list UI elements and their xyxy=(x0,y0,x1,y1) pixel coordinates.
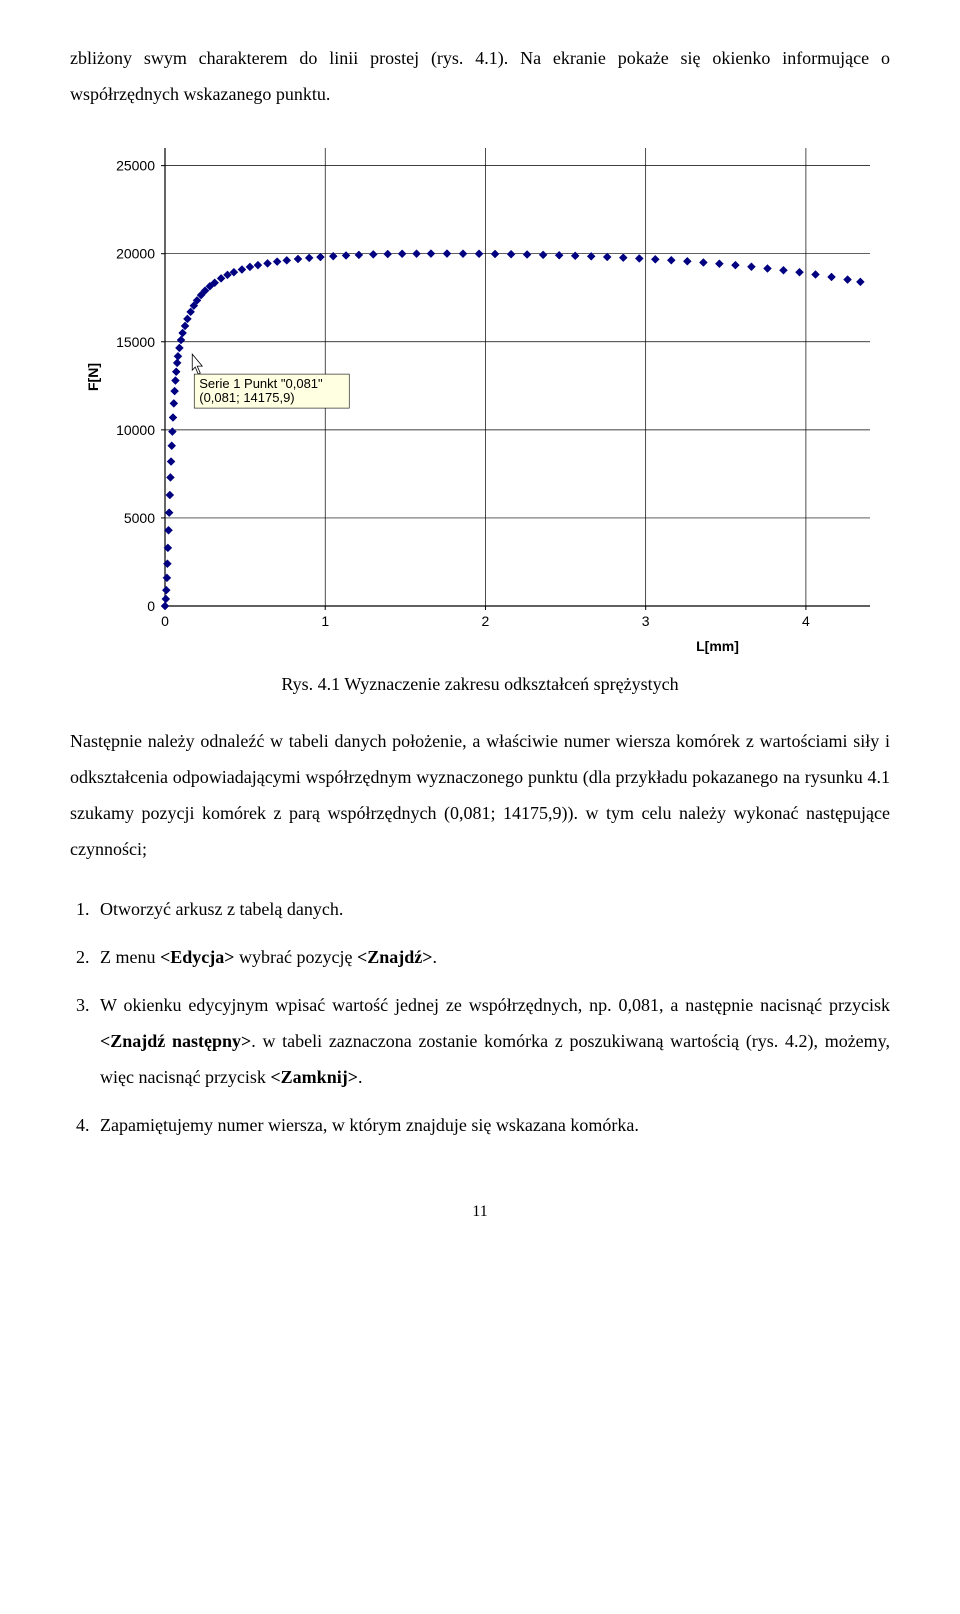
svg-text:25000: 25000 xyxy=(116,158,155,174)
svg-text:15000: 15000 xyxy=(116,334,155,350)
list-text: Z menu xyxy=(100,947,160,967)
figure-caption: Rys. 4.1 Wyznaczenie zakresu odkształceń… xyxy=(70,674,890,695)
list-item: Z menu <Edycja> wybrać pozycję <Znajdź>. xyxy=(94,939,890,975)
svg-text:20000: 20000 xyxy=(116,246,155,262)
menu-name: <Edycja> xyxy=(160,947,235,967)
svg-text:0: 0 xyxy=(161,613,169,629)
body-paragraph: Następnie należy odnaleźć w tabeli danyc… xyxy=(70,723,890,867)
svg-text:Serie 1 Punkt "0,081": Serie 1 Punkt "0,081" xyxy=(199,376,323,391)
button-name: <Zamknij> xyxy=(270,1067,358,1087)
menu-name: <Znajdź> xyxy=(357,947,433,967)
steps-list: Otworzyć arkusz z tabelą danych. Z menu … xyxy=(70,891,890,1143)
svg-text:4: 4 xyxy=(802,613,810,629)
list-text: . xyxy=(433,947,438,967)
list-item: W okienku edycyjnym wpisać wartość jedne… xyxy=(94,987,890,1095)
svg-text:3: 3 xyxy=(642,613,650,629)
page-number: 11 xyxy=(70,1203,890,1221)
list-item: Otworzyć arkusz z tabelą danych. xyxy=(94,891,890,927)
list-text: wybrać pozycję xyxy=(235,947,357,967)
svg-text:(0,081; 14175,9): (0,081; 14175,9) xyxy=(199,390,294,405)
svg-text:F[N]: F[N] xyxy=(85,363,101,391)
intro-paragraph: zbliżony swym charakterem do linii prost… xyxy=(70,40,890,112)
list-text: . xyxy=(358,1067,363,1087)
scatter-chart: 0 5000 10000 15000 20000 25000 0 1 2 3 4 F[N] L[mm] S… xyxy=(70,136,890,666)
button-name: <Znajdź następny> xyxy=(100,1031,251,1051)
svg-text:0: 0 xyxy=(147,598,155,614)
svg-text:1: 1 xyxy=(321,613,329,629)
svg-text:5000: 5000 xyxy=(124,510,155,526)
svg-text:L[mm]: L[mm] xyxy=(696,638,739,654)
svg-text:10000: 10000 xyxy=(116,422,155,438)
svg-text:2: 2 xyxy=(482,613,490,629)
list-text: W okienku edycyjnym wpisać wartość jedne… xyxy=(100,995,890,1015)
chart-figure: 0 5000 10000 15000 20000 25000 0 1 2 3 4 F[N] L[mm] S… xyxy=(70,136,890,666)
list-item: Zapamiętujemy numer wiersza, w którym zn… xyxy=(94,1107,890,1143)
